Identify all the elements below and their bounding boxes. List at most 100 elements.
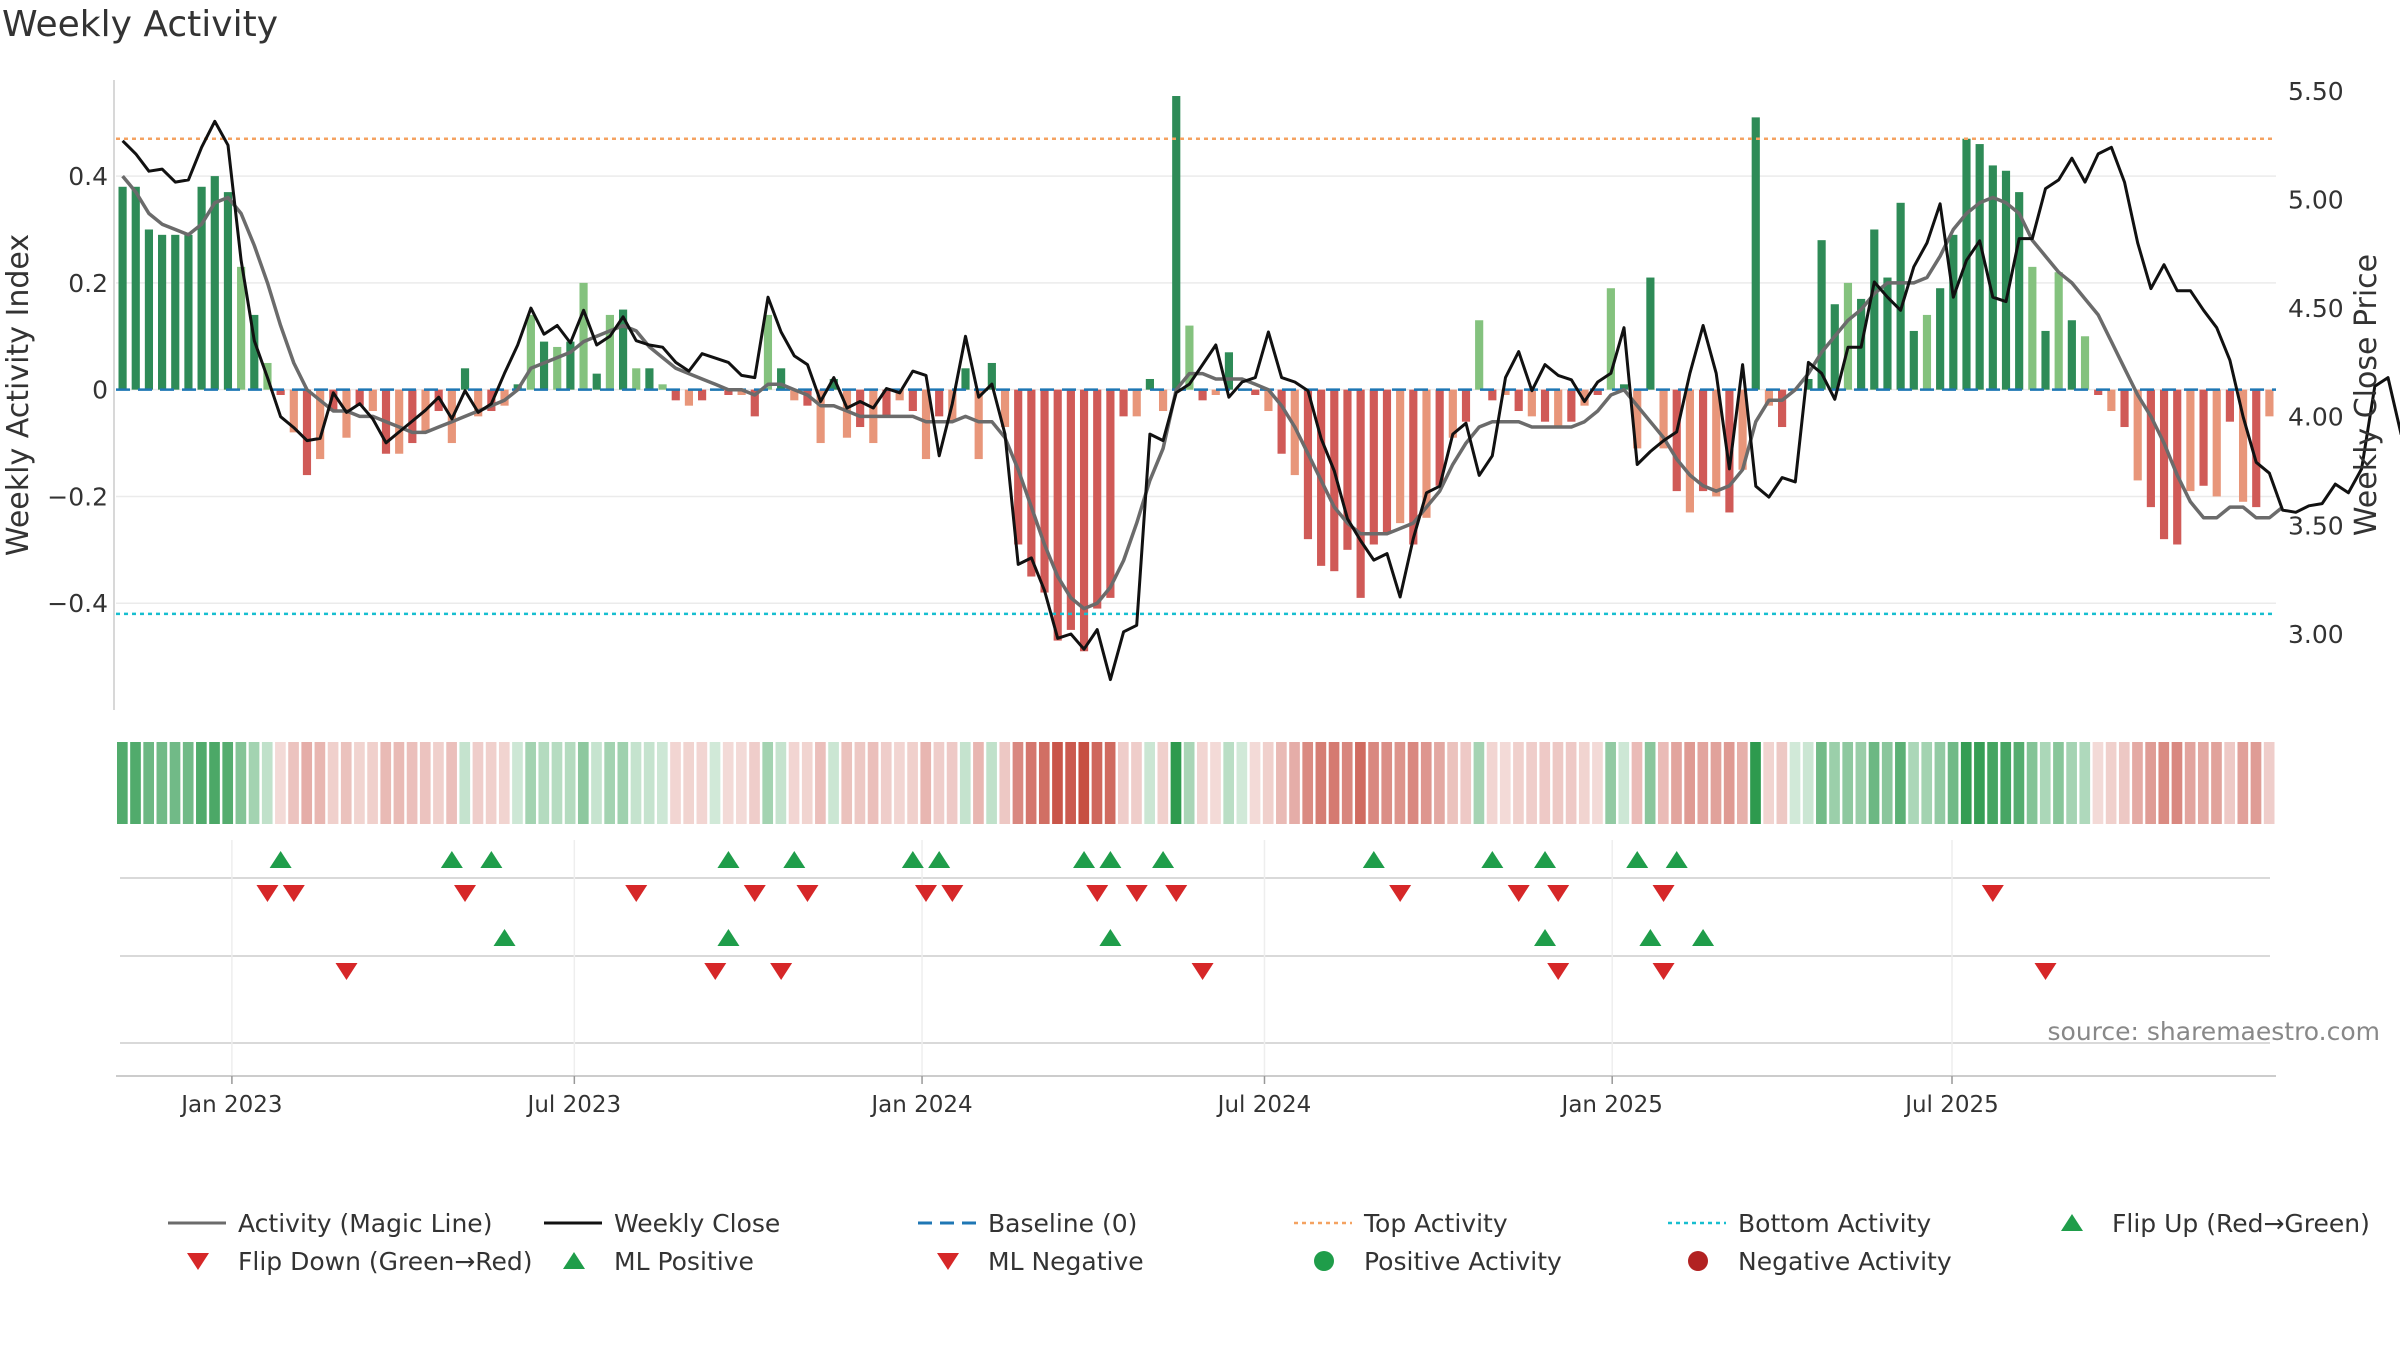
- heat-cell: [1197, 742, 1208, 824]
- activity-bar-negative: [1330, 389, 1339, 572]
- legend-flip-up: Flip Up (Red→Green): [2042, 1205, 2370, 1241]
- heat-cell: [2026, 742, 2038, 824]
- activity-bar-negative: [1369, 389, 1378, 545]
- flip-up-marker: [1099, 851, 1122, 868]
- activity-bar-positive: [171, 234, 180, 390]
- activity-bar-negative: [1738, 389, 1747, 470]
- heat-cell: [1763, 742, 1775, 824]
- heat-cell: [1276, 742, 1287, 824]
- x-tick-label: Jul 2024: [1216, 1092, 1312, 1118]
- activity-bar-negative: [1725, 389, 1734, 513]
- heat-cell: [1289, 742, 1300, 824]
- heat-cell: [2066, 742, 2077, 824]
- legend-label: Weekly Close: [614, 1208, 781, 1238]
- x-tick-label: Jul 2025: [1903, 1092, 1999, 1118]
- heat-cell: [1526, 742, 1537, 824]
- heat-cell: [1447, 742, 1458, 824]
- left-tick-label: 0.2: [68, 269, 108, 298]
- heat-cell: [657, 742, 668, 824]
- legend-label: Flip Down (Green→Red): [238, 1246, 533, 1276]
- heat-cell: [380, 742, 392, 824]
- activity-bar-negative: [1106, 389, 1115, 598]
- activity-bar-positive: [131, 186, 140, 390]
- heat-cell: [1131, 742, 1142, 824]
- heat-cell: [1737, 742, 1748, 824]
- heat-cell: [2211, 742, 2222, 824]
- legend-top-activity: Top Activity: [1294, 1205, 1508, 1241]
- activity-bar-positive: [1817, 240, 1826, 390]
- activity-bar-positive: [579, 282, 588, 390]
- heat-cell: [169, 742, 181, 824]
- legend-label: Negative Activity: [1738, 1246, 1952, 1276]
- heat-cell: [261, 742, 273, 824]
- heat-cell: [946, 742, 958, 824]
- heat-cell: [327, 742, 339, 824]
- heat-cell: [2158, 742, 2170, 824]
- heat-cell: [1420, 742, 1432, 824]
- right-tick-label: 5.00: [2288, 185, 2344, 214]
- heat-cell: [248, 742, 260, 824]
- heat-cell: [1605, 742, 1616, 824]
- heat-cell: [1038, 742, 1050, 824]
- legend-label: Top Activity: [1364, 1208, 1508, 1238]
- legend-magic-line: Activity (Magic Line): [168, 1205, 492, 1241]
- ml-negative-marker: [770, 963, 793, 980]
- activity-bar-negative: [1396, 389, 1405, 524]
- activity-bar-negative: [2146, 389, 2155, 508]
- ml-negative-marker: [1547, 963, 1570, 980]
- activity-bar-positive: [2080, 336, 2090, 390]
- x-tick-label: Jan 2023: [179, 1092, 282, 1118]
- activity-bar-negative: [1672, 389, 1681, 492]
- heat-cell: [1908, 742, 1919, 824]
- activity-bar-negative: [316, 389, 325, 460]
- activity-bar-positive: [2054, 272, 2063, 390]
- heat-cell: [117, 742, 128, 824]
- ml-positive-marker: [1099, 929, 1122, 946]
- legend-line-black-icon: [544, 1221, 602, 1225]
- heat-cell: [1631, 742, 1643, 824]
- heat-cell: [182, 742, 194, 824]
- activity-bar-positive: [1224, 352, 1234, 390]
- activity-bar-negative: [434, 389, 443, 412]
- activity-bar-positive: [1949, 234, 1958, 390]
- activity-bar-negative: [1593, 389, 1602, 395]
- heat-cell: [433, 742, 444, 824]
- activity-bar-positive: [1843, 282, 1853, 390]
- heat-cell: [1816, 742, 1827, 824]
- legend-label: Flip Up (Red→Green): [2112, 1208, 2370, 1238]
- heat-cell: [538, 742, 550, 824]
- activity-bar-negative: [408, 389, 417, 444]
- triangle-down-icon: [937, 1253, 959, 1270]
- triangle-up-icon: [2061, 1214, 2083, 1231]
- heat-cell: [2250, 742, 2262, 824]
- heat-cell: [1144, 742, 1155, 824]
- heat-cell: [1328, 742, 1340, 824]
- heat-cell: [1302, 742, 1314, 824]
- flip-down-marker: [256, 885, 279, 902]
- activity-bar-positive: [250, 314, 259, 390]
- heat-cell: [209, 742, 220, 824]
- activity-bar-negative: [895, 389, 904, 401]
- activity-bar-positive: [1936, 288, 1945, 390]
- heat-cell: [485, 742, 497, 824]
- heat-cell: [1750, 742, 1761, 824]
- activity-bar-negative: [1554, 389, 1563, 428]
- activity-bar-negative: [1251, 389, 1260, 395]
- heat-cell: [1895, 742, 1906, 824]
- heat-cell: [1355, 742, 1366, 824]
- left-tick-label: −0.2: [47, 482, 108, 511]
- activity-bar-negative: [724, 389, 733, 395]
- left-axis: 0.4 0.2 0 −0.2 −0.4 Weekly Activity Index: [1, 80, 115, 710]
- heat-cell: [1025, 742, 1037, 824]
- activity-bar-negative: [1053, 389, 1062, 641]
- left-tick-label: −0.4: [47, 589, 108, 618]
- ml-positive-marker: [1692, 929, 1715, 946]
- activity-bar-negative: [2252, 389, 2261, 508]
- heat-cell: [1236, 742, 1248, 824]
- activity-bar-negative: [1093, 389, 1102, 609]
- legend-line-gray-icon: [168, 1221, 226, 1225]
- flip-down-marker: [796, 885, 819, 902]
- heat-cell: [1855, 742, 1867, 824]
- activity-bar-positive: [197, 186, 206, 390]
- heat-cell: [894, 742, 905, 824]
